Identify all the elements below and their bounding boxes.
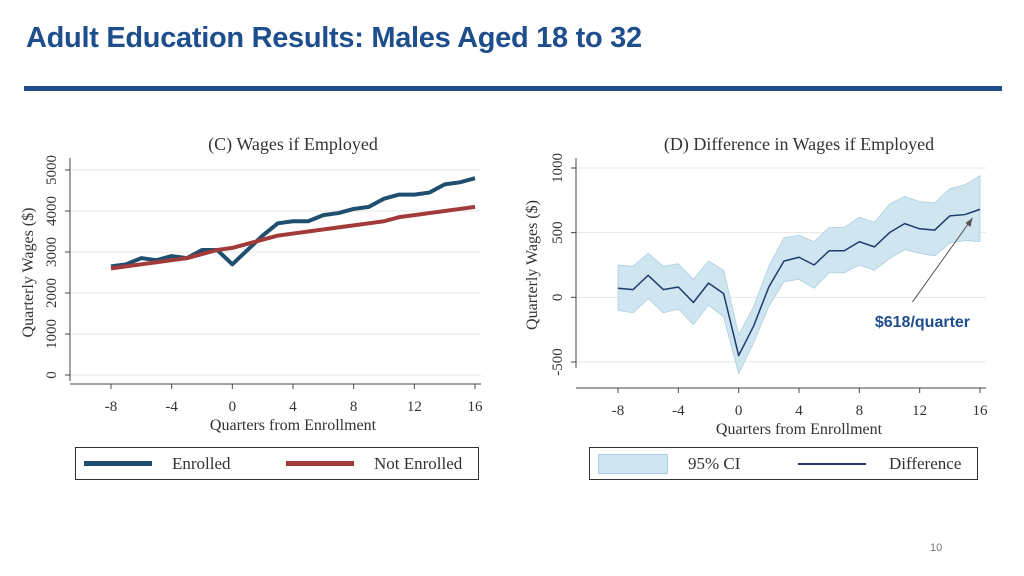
annotation-arrow-head [965,217,973,227]
y-tick-label: 500 [550,221,566,244]
x-tick-label: 16 [973,403,989,419]
x-tick-label: -8 [105,399,118,415]
legend-label-not-enrolled: Not Enrolled [374,454,463,473]
y-axis-label: Quarterly Wages ($) [524,200,541,330]
series-line-not-enrolled [110,204,476,271]
title-rule [24,86,1002,91]
chart-d-difference-in-wages: (D) Difference in Wages if Employed -500 0… [524,134,988,438]
x-tick-label: 12 [912,403,927,419]
x-tick-label: 0 [735,403,743,419]
chart-title: (D) Difference in Wages if Employed [664,134,934,155]
x-tick-label: 8 [350,399,358,415]
x-axis-label: Quarters from Enrollment [210,417,377,434]
x-tick-label: 12 [407,399,422,415]
y-tick-label: 1000 [44,319,60,349]
y-tick-label: 5000 [44,155,60,185]
y-tick-label: 0 [44,371,60,379]
y-tick-label: 4000 [44,196,60,226]
legend-chart-d: 95% CI Difference [589,447,978,480]
legend-label-ci: 95% CI [688,454,741,473]
x-tick-label: 4 [795,403,803,419]
legend-swatch-difference [798,463,866,465]
page-number: 10 [930,542,943,554]
legend-swatch-enrolled [84,461,152,466]
legend-chart-c: Enrolled Not Enrolled [75,447,479,480]
y-tick-label: -500 [550,348,566,376]
slide-title: Adult Education Results: Males Aged 18 t… [26,22,642,54]
y-tick-label: 0 [550,294,566,302]
x-tick-label: 4 [289,399,297,415]
y-tick-label: 3000 [44,237,60,267]
ci-band [617,175,981,375]
legend-swatch-not-enrolled [286,461,354,466]
x-tick-label: 0 [229,399,237,415]
x-axis-label: Quarters from Enrollment [716,421,883,438]
series-line-difference [617,208,981,357]
y-tick-label: 1000 [550,153,566,183]
x-tick-label: -4 [165,399,178,415]
y-axis-label: Quarterly Wages ($) [20,208,37,338]
chart-title: (C) Wages if Employed [208,134,378,155]
annotation-label: $618/quarter [875,314,970,331]
x-tick-label: 16 [468,399,484,415]
series-line-enrolled [110,176,476,269]
legend-swatch-ci [598,454,668,474]
x-tick-label: -8 [612,403,625,419]
legend-label-difference: Difference [889,454,962,473]
y-tick-label: 2000 [44,278,60,308]
annotation-arrow-line [912,217,973,303]
chart-c-wages-if-employed: (C) Wages if Employed 0 1000 2000 3000 4000 50… [20,134,483,434]
x-tick-label: -4 [672,403,685,419]
x-tick-label: 8 [856,403,864,419]
legend-label-enrolled: Enrolled [172,454,231,473]
